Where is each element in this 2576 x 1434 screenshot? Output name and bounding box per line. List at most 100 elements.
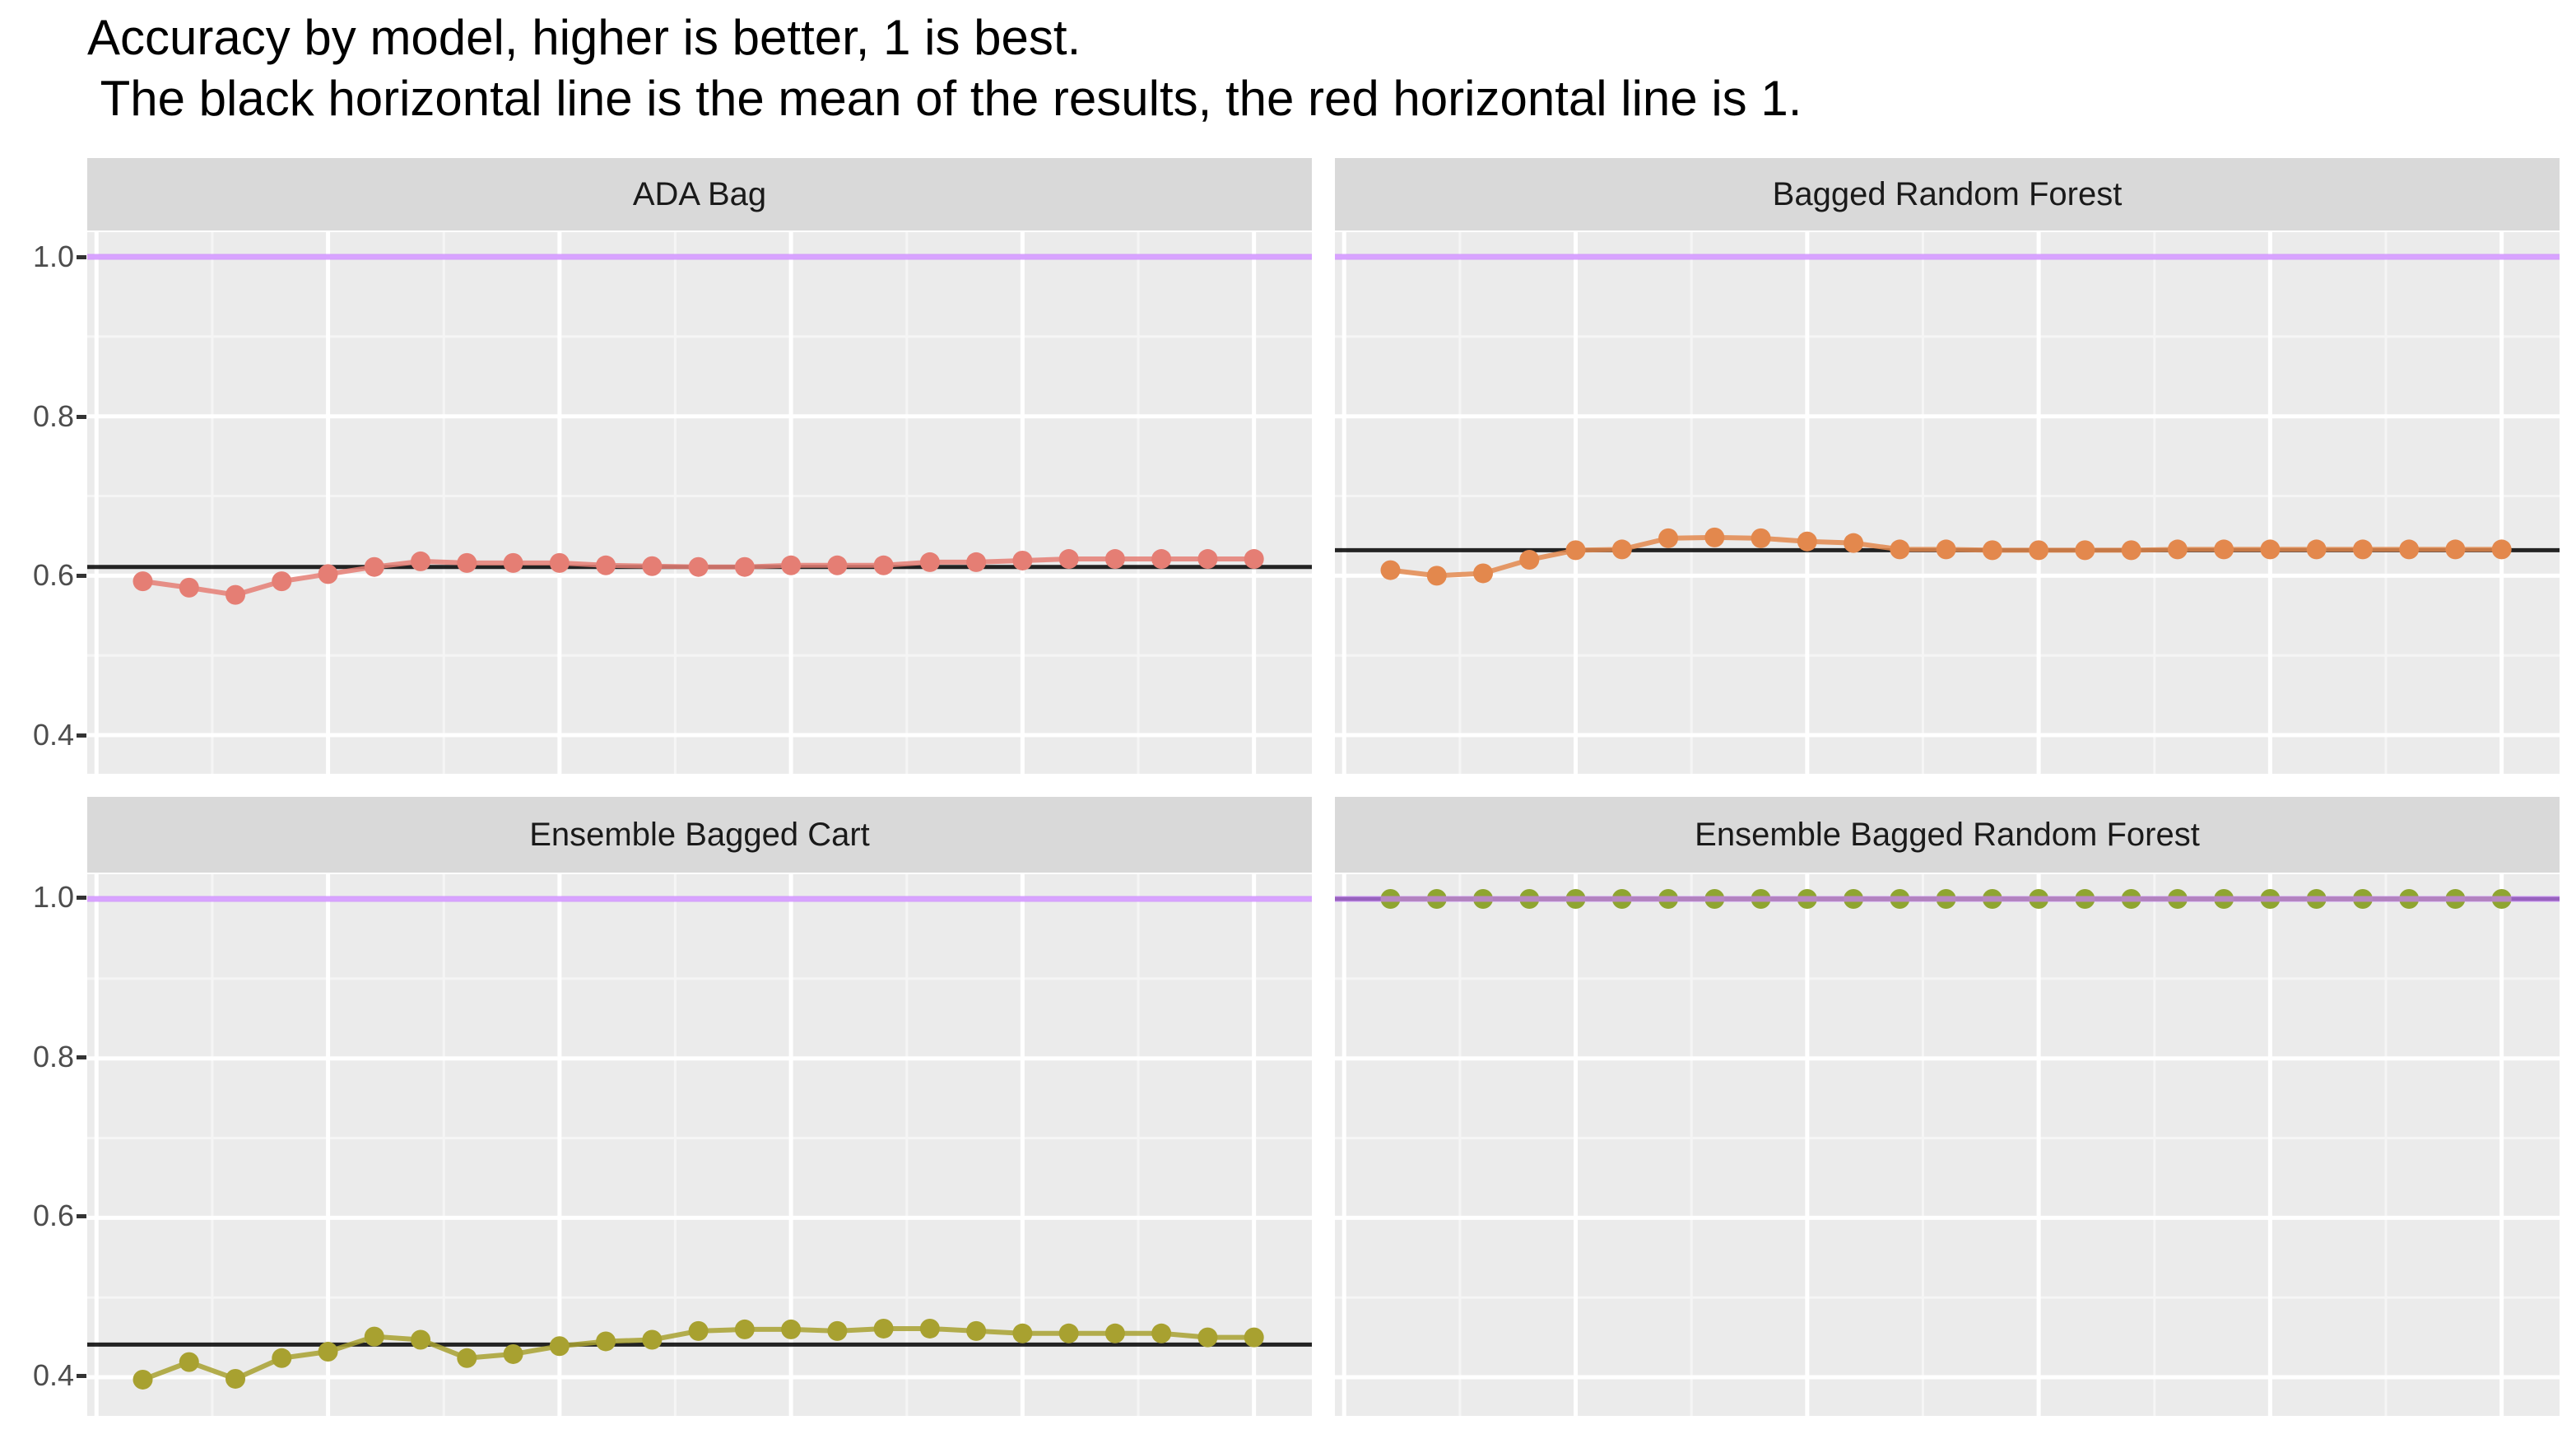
data-point: [596, 555, 616, 575]
data-point: [1012, 1323, 1033, 1343]
data-point: [226, 1368, 246, 1389]
y-tick-label-top-0.6: 0.6: [32, 558, 74, 592]
facet-strip-ada-bag: ADA Bag: [87, 158, 1312, 230]
data-point: [919, 1318, 940, 1339]
data-point: [1151, 549, 1172, 570]
data-point: [596, 1331, 616, 1352]
data-point: [642, 1329, 663, 1350]
data-point: [781, 1319, 802, 1339]
plot-svg: [1335, 874, 2560, 1416]
data-point: [1244, 549, 1264, 570]
data-point: [1519, 549, 1540, 570]
data-point: [457, 1348, 477, 1368]
plot-svg: [87, 874, 1312, 1416]
data-point: [1704, 527, 1725, 547]
data-point: [1104, 1323, 1125, 1343]
data-point: [1658, 528, 1679, 548]
data-point: [1197, 1327, 1218, 1348]
data-point: [1058, 549, 1079, 570]
data-point: [1751, 528, 1771, 548]
y-tick-label-top-0.8: 0.8: [32, 399, 74, 433]
data-point: [2121, 540, 2141, 561]
data-point: [411, 1329, 431, 1350]
data-point: [2075, 540, 2095, 561]
data-point: [364, 1326, 384, 1347]
y-tick-mark: [77, 415, 86, 419]
data-point: [688, 556, 709, 577]
data-point: [411, 551, 431, 571]
y-tick-mark: [77, 574, 86, 578]
data-point: [133, 1369, 153, 1390]
plot-svg: [1335, 232, 2560, 774]
chart-title-line-2: The black horizontal line is the mean of…: [87, 71, 1802, 126]
y-tick-label-top-0.4: 0.4: [32, 718, 74, 752]
data-point: [1426, 566, 1447, 586]
data-point: [2167, 539, 2188, 560]
data-point: [272, 571, 292, 592]
data-point: [827, 1320, 848, 1341]
data-point: [1012, 550, 1033, 570]
data-point: [2260, 539, 2281, 560]
data-point: [1151, 1323, 1172, 1343]
data-point: [873, 555, 894, 575]
data-point: [688, 1320, 709, 1341]
data-point: [781, 555, 802, 575]
data-point: [1565, 540, 1586, 561]
data-point: [272, 1348, 292, 1368]
y-tick-mark: [77, 1055, 86, 1059]
y-tick-mark: [77, 733, 86, 738]
data-point: [1936, 539, 1956, 560]
data-point: [827, 555, 848, 575]
data-point: [642, 556, 663, 576]
data-point: [457, 552, 477, 573]
data-point: [1890, 539, 1910, 560]
data-point: [2445, 539, 2466, 560]
data-point: [179, 577, 199, 598]
data-point: [734, 1319, 755, 1339]
data-point: [364, 556, 384, 577]
data-point: [2029, 540, 2049, 561]
data-point: [873, 1318, 894, 1339]
plot-panel-bagged-random-forest: [1335, 232, 2560, 774]
data-point: [318, 1342, 338, 1362]
data-point: [179, 1352, 199, 1372]
data-point: [1197, 549, 1218, 570]
chart-title-line-1: Accuracy by model, higher is better, 1 i…: [87, 10, 1081, 65]
data-point: [1058, 1323, 1079, 1343]
plot-panel-ada-bag: [87, 232, 1312, 774]
y-tick-label-bottom-0.4: 0.4: [32, 1358, 74, 1392]
data-point: [2399, 539, 2420, 560]
data-point: [1844, 533, 1864, 553]
data-point: [2491, 539, 2512, 560]
y-tick-label-bottom-1.0: 1.0: [32, 880, 74, 914]
facet-strip-bagged-random-forest: Bagged Random Forest: [1335, 158, 2560, 230]
plot-svg: [87, 232, 1312, 774]
y-tick-mark: [77, 255, 86, 259]
data-point: [1104, 549, 1125, 570]
data-point: [1797, 531, 1817, 552]
data-point: [226, 584, 246, 605]
y-tick-mark: [77, 1374, 86, 1378]
data-point: [318, 564, 338, 584]
data-point: [1982, 540, 2002, 561]
data-point: [2352, 539, 2373, 560]
data-point: [966, 552, 987, 572]
data-point: [734, 556, 755, 577]
y-tick-mark: [77, 1214, 86, 1218]
data-point: [1380, 560, 1401, 580]
data-point: [1473, 563, 1494, 584]
data-point: [133, 571, 153, 592]
facet-strip-ensemble-bagged-cart: Ensemble Bagged Cart: [87, 797, 1312, 873]
data-point: [549, 1336, 570, 1357]
data-point: [966, 1320, 987, 1341]
data-point: [2214, 539, 2234, 560]
data-point: [1611, 539, 1632, 560]
y-tick-label-top-1.0: 1.0: [32, 240, 74, 273]
data-point: [503, 1343, 523, 1364]
y-tick-label-bottom-0.8: 0.8: [32, 1040, 74, 1073]
plot-panel-ensemble-bagged-cart: [87, 874, 1312, 1416]
facet-strip-ensemble-bagged-random-forest: Ensemble Bagged Random Forest: [1335, 797, 2560, 873]
data-point: [2306, 539, 2327, 560]
plot-panel-ensemble-bagged-random-forest: [1335, 874, 2560, 1416]
data-point: [549, 552, 570, 573]
